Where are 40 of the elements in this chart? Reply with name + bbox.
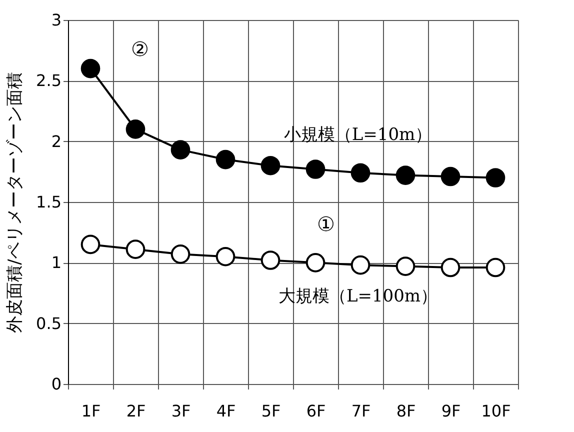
point	[350, 163, 370, 183]
point	[216, 150, 236, 170]
point	[396, 256, 416, 276]
point	[486, 258, 506, 278]
point	[350, 255, 370, 275]
x-tick-label: 9F	[441, 402, 461, 420]
x-tick-label: 1F	[81, 402, 101, 420]
annotation: ①	[317, 212, 335, 236]
point	[170, 244, 190, 264]
x-tick-label: 2F	[126, 402, 146, 420]
point	[80, 58, 100, 78]
point	[306, 160, 326, 179]
point	[396, 166, 416, 185]
point	[260, 156, 280, 176]
y-tick-label: 1	[51, 253, 62, 272]
point	[306, 253, 326, 272]
y-tick-label: 1.5	[36, 192, 62, 212]
annotation: ②	[131, 37, 149, 61]
y-tick-label: 0.5	[36, 314, 62, 333]
x-tick-label: 7F	[351, 402, 371, 420]
x-tick-label: 6F	[306, 402, 326, 420]
x-tick-label: 8F	[396, 402, 416, 420]
point	[126, 120, 146, 139]
y-tick-label: 0	[51, 374, 62, 394]
point	[170, 140, 190, 160]
point	[80, 234, 100, 254]
y-tick-label: 2	[51, 132, 62, 151]
x-tick-label: 5F	[261, 402, 281, 420]
point	[126, 240, 146, 259]
point	[260, 250, 280, 270]
point	[216, 246, 236, 266]
point	[440, 166, 460, 186]
x-tick-label: 10F	[481, 402, 511, 420]
y-tick-label: 2.5	[36, 71, 62, 90]
x-tick-label: 4F	[216, 402, 236, 420]
y-axis-title: 外皮面積/ペリメーターゾーン面積	[5, 72, 26, 333]
point	[440, 258, 460, 278]
point	[486, 168, 506, 188]
y-tick-label: 3	[51, 10, 62, 30]
x-tick-label: 3F	[171, 402, 191, 420]
